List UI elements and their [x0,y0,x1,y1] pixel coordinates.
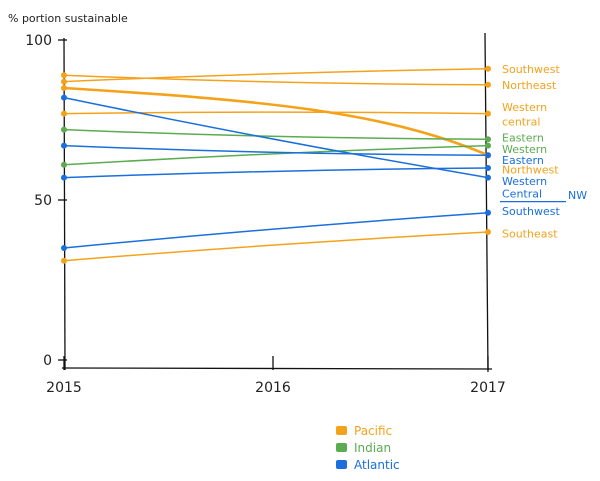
series-line [63,212,489,249]
data-point [61,78,67,85]
data-point [61,174,67,181]
data-point [485,165,491,171]
x-tick-label: 2015 [46,380,82,396]
series-line [63,167,489,179]
series-line [63,144,489,166]
series-end-label: Southwest [502,205,560,218]
series-end-label: Southeast [502,228,558,241]
x-tick-label: 2017 [470,380,506,396]
data-point [61,85,67,91]
series-line [63,68,489,83]
end-labels: SouthwestNortheastWesterncentralEasternW… [500,63,587,241]
data-point [485,142,491,149]
data-point [485,174,491,181]
axes: 0 50 100 2015 2016 2017 [25,32,506,396]
data-point [485,81,491,88]
data-point [485,136,491,143]
series-end-label: Southwest [502,63,560,76]
x-tick-label: 2016 [255,380,291,396]
series-lines [62,68,490,262]
y-tick-label: 50 [34,193,52,209]
data-point [61,161,67,168]
legend-label: Indian [354,441,391,455]
data-point [61,245,67,251]
data-point [485,229,491,235]
legend-label: Atlantic [354,458,400,472]
data-point [485,152,491,159]
data-point [485,209,491,216]
series-points [61,65,491,264]
series-end-label: Northwest [502,164,559,177]
series-end-label: Western [502,101,547,114]
series-line [63,128,489,140]
legend-swatch [336,460,347,469]
series-line [63,111,489,115]
right-guide-line [484,32,489,373]
data-point [61,72,67,79]
y-axis-title: % portion sustainable [8,12,128,25]
series-end-label: Western [502,143,547,156]
series-line [62,86,490,157]
data-point [61,94,67,101]
series-end-label: Northeast [502,79,557,92]
data-point [61,257,67,264]
legend-swatch [336,443,347,452]
y-axis-line [63,37,66,371]
series-end-label: Western [502,175,547,188]
data-point [485,65,491,72]
series-end-label: NW [568,189,587,202]
data-point [61,142,67,149]
series-end-label: Eastern [502,154,544,167]
series-line [63,231,489,262]
series-end-label: Central [502,188,542,201]
data-point [61,126,67,133]
legend-label: Pacific [354,424,392,438]
y-tick-label: 100 [25,33,52,49]
legend-swatch [336,426,347,435]
series-end-label: central [502,116,540,129]
series-line [63,74,489,86]
data-point [485,110,491,117]
legend: Pacific Indian Atlantic [336,424,400,472]
series-line [63,96,489,179]
x-axis-line [61,367,493,370]
series-line [63,144,489,156]
data-point [61,110,67,117]
series-end-label: Eastern [502,132,544,145]
y-tick-label: 0 [43,353,52,369]
